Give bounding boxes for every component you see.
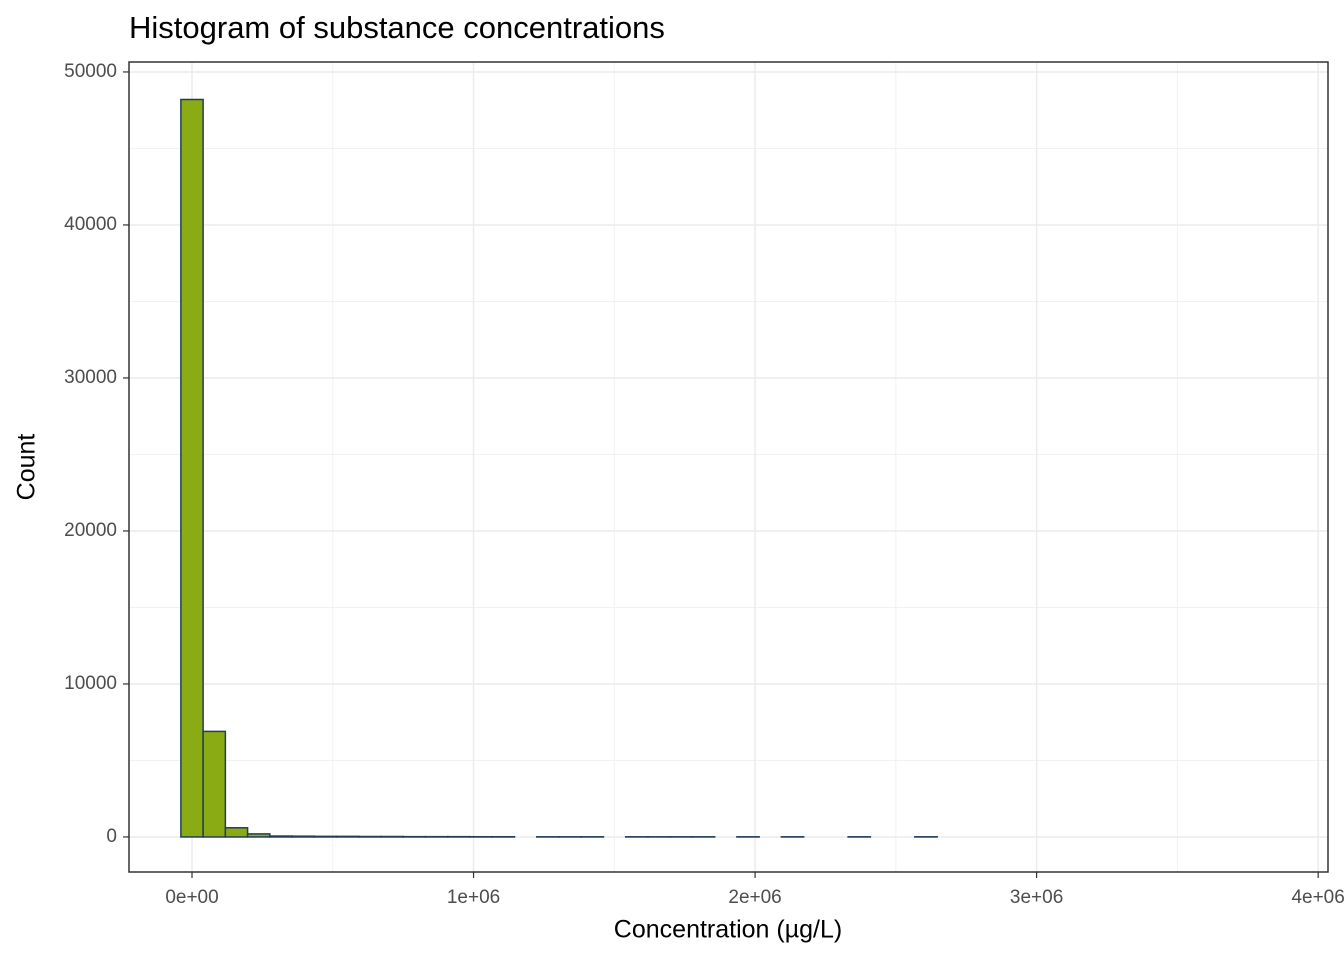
x-tick-label: 4e+06 <box>1291 887 1344 908</box>
x-tick-label: 2e+06 <box>728 887 781 908</box>
y-tick-label: 30000 <box>64 367 117 388</box>
y-tick-label: 50000 <box>64 61 117 82</box>
bar <box>269 835 293 838</box>
bar <box>246 833 271 838</box>
y-tick-label: 0 <box>106 826 117 847</box>
bar <box>224 827 249 838</box>
bar <box>202 730 227 838</box>
bar <box>335 835 360 838</box>
y-tick-label: 40000 <box>64 214 117 235</box>
bar <box>291 835 316 838</box>
panel-border <box>128 61 1329 873</box>
x-tick-label: 0e+00 <box>165 887 218 908</box>
x-axis-title: Concentration (µg/L) <box>614 916 842 944</box>
x-tick-label: 1e+06 <box>447 887 500 908</box>
y-axis-title: Count <box>13 434 41 501</box>
y-tick-label: 20000 <box>64 520 117 541</box>
bar <box>313 835 338 838</box>
x-tick-label: 3e+06 <box>1010 887 1063 908</box>
bar <box>180 98 204 838</box>
chart-title: Histogram of substance concentrations <box>129 10 665 45</box>
y-tick-label: 10000 <box>64 673 117 694</box>
